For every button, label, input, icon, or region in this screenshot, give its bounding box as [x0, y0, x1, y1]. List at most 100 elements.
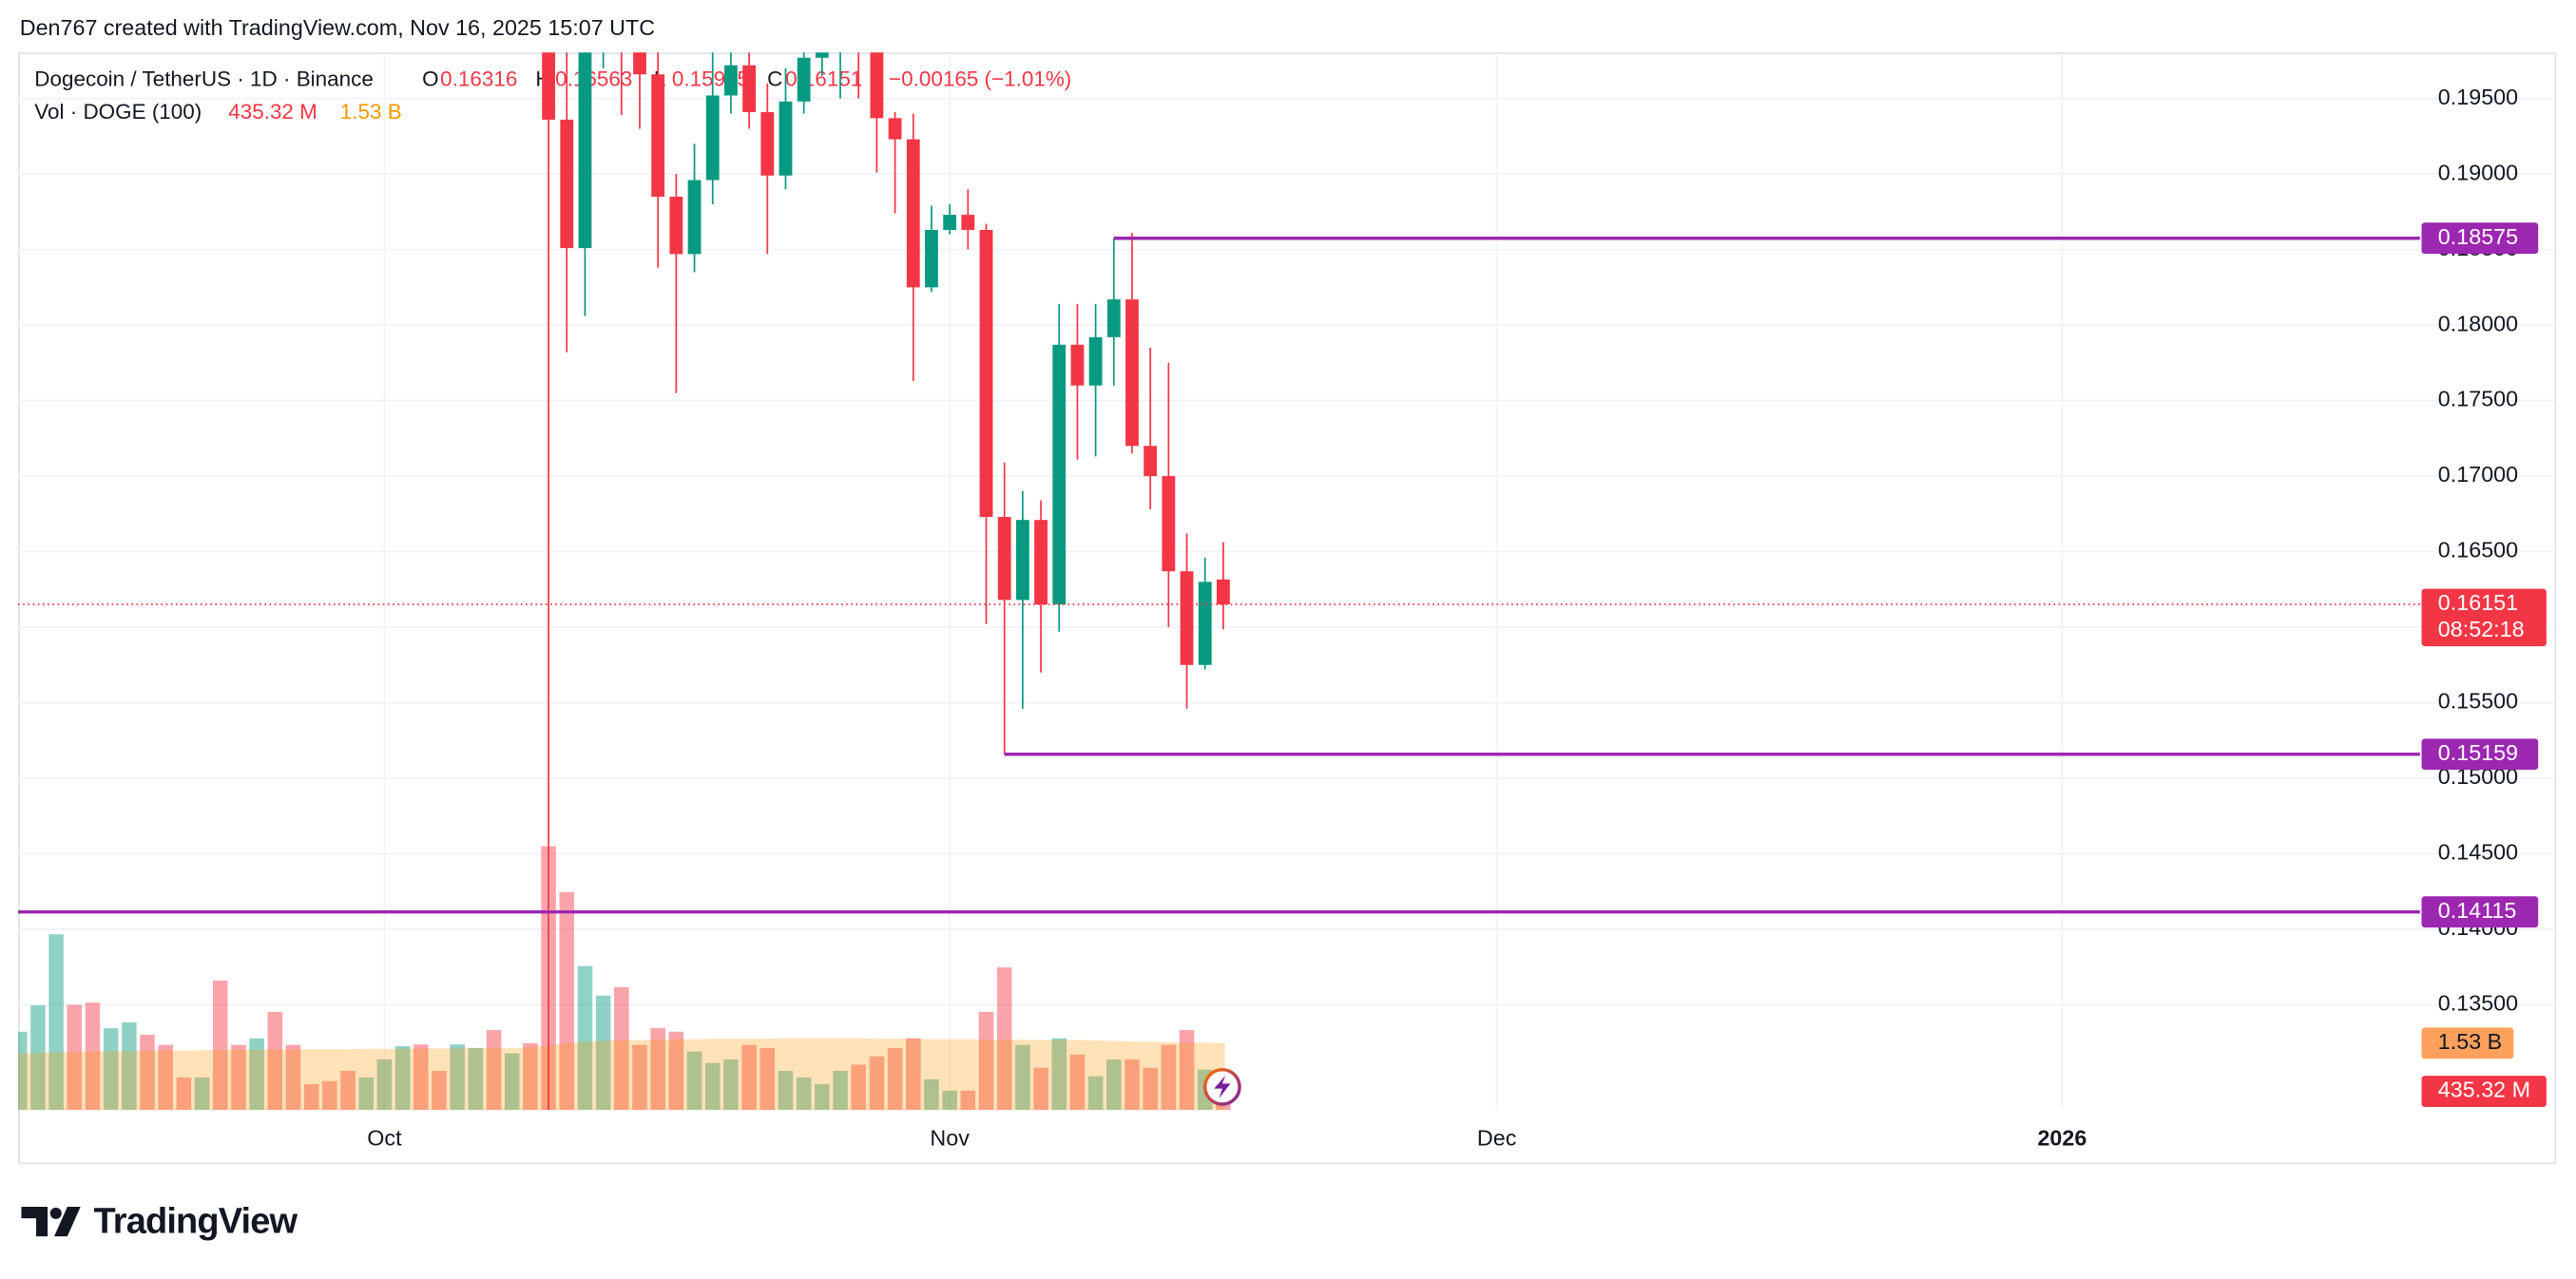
volume-bar	[468, 1047, 484, 1111]
footer-logo: TradingView	[21, 1201, 298, 1241]
candle-body	[742, 65, 757, 112]
x-tick-label: 2026	[2037, 1125, 2086, 1150]
volume-bar	[413, 1044, 429, 1111]
replay-icon[interactable]	[1202, 1067, 1241, 1106]
volume-bar	[996, 967, 1012, 1111]
volume-bar	[741, 1044, 757, 1111]
level-label-box	[2421, 738, 2539, 771]
axes: 0.135000.140000.145000.150000.155000.160…	[367, 85, 2547, 1150]
volume-bar	[322, 1080, 337, 1111]
y-tick-label: 0.18000	[2438, 311, 2518, 335]
candle-body	[651, 74, 665, 197]
volume-bar	[1015, 1044, 1030, 1111]
y-tick-label: 0.17500	[2438, 387, 2518, 411]
y-tick-label: 0.15500	[2438, 689, 2518, 714]
volume-bar	[504, 1053, 520, 1111]
candle-body	[1162, 476, 1176, 572]
volume-bar	[140, 1034, 155, 1111]
legend-ohlc-value: 0.16563	[555, 67, 632, 91]
candle-body	[1052, 344, 1067, 605]
level-label-box	[2421, 896, 2539, 928]
y-tick-label: 0.19000	[2438, 160, 2518, 184]
volume-bar	[194, 1077, 210, 1111]
candle-body	[1034, 520, 1048, 605]
volume-ma-label: 1.53 B	[2438, 1029, 2502, 1054]
price-lines	[18, 236, 2420, 914]
volume-bar	[376, 1059, 393, 1111]
volume-bar	[778, 1070, 794, 1111]
candle-body	[1125, 299, 1139, 447]
volume-bar	[30, 1004, 46, 1111]
volume-bar	[394, 1046, 411, 1111]
volume-bar	[285, 1044, 301, 1111]
candle-body	[705, 95, 720, 181]
x-tick-label: Nov	[930, 1125, 970, 1150]
candle-body	[888, 118, 902, 140]
volume-bar	[668, 1031, 684, 1111]
volume-bar	[887, 1047, 903, 1111]
level-label: 0.14115	[2438, 898, 2517, 923]
candle-body	[779, 101, 793, 176]
volume-bar	[851, 1064, 866, 1111]
volume-ma-area	[18, 1038, 1225, 1111]
candle-body	[1015, 520, 1029, 601]
volume-bar	[704, 1062, 721, 1111]
volume-bar	[48, 934, 64, 1111]
volume-bar	[960, 1090, 976, 1111]
candle-body	[1180, 571, 1194, 665]
candle-body	[760, 111, 775, 176]
volume-bar	[1179, 1029, 1195, 1111]
level-label-box	[2421, 222, 2539, 255]
volume-bar	[1051, 1038, 1067, 1111]
legend-title: Dogecoin / TetherUS · 1D · Binance	[34, 67, 374, 91]
volume-bar	[559, 891, 575, 1111]
volume-value-box	[2421, 1076, 2547, 1107]
legend-ohlc-value: 0.15985	[672, 67, 749, 91]
volume-bar	[650, 1028, 665, 1111]
volume-bar	[577, 965, 593, 1111]
volume-bar	[1143, 1067, 1158, 1111]
candle-body	[1070, 344, 1085, 386]
volume-bar	[122, 1021, 137, 1111]
level-label: 0.18575	[2438, 224, 2518, 249]
footer-logo-text: TradingView	[94, 1201, 298, 1241]
volume-bar	[978, 1011, 994, 1111]
x-tick-label: Dec	[1477, 1125, 1517, 1150]
legend-volume-ma: 1.53 B	[340, 100, 402, 124]
volume-bar	[67, 1004, 83, 1111]
legend-volume-name: Vol · DOGE (100)	[34, 100, 202, 124]
legend-volume-value: 435.32 M	[228, 100, 317, 124]
candle-body	[997, 516, 1011, 601]
volume-bar	[632, 1044, 647, 1111]
volume-bar	[942, 1090, 957, 1111]
legend-change: −0.00165 (−1.01%)	[889, 67, 1071, 91]
candle-body	[633, 52, 646, 75]
volume-value-label: 435.32 M	[2438, 1078, 2530, 1102]
volume-bar	[486, 1029, 502, 1111]
volume-bar	[1161, 1044, 1177, 1111]
volume-bar	[231, 1044, 246, 1111]
volume-bar	[18, 1031, 28, 1111]
volume-bar	[1125, 1059, 1140, 1111]
volume-bar	[686, 1051, 702, 1111]
volume-pane	[18, 846, 1231, 1111]
candle-body	[961, 215, 975, 230]
y-tick-label: 0.19500	[2438, 85, 2518, 109]
y-tick-label: 0.14500	[2438, 840, 2518, 865]
level-label: 0.15159	[2438, 740, 2518, 765]
volume-bar	[1106, 1059, 1122, 1111]
legend-ohlc-value: 0.16151	[785, 67, 862, 91]
candle-body	[1198, 582, 1212, 665]
volume-ma-box	[2421, 1027, 2514, 1059]
volume-bar	[358, 1077, 375, 1111]
candle-body	[870, 52, 884, 119]
volume-bar	[614, 986, 629, 1111]
candle-body	[815, 52, 829, 58]
y-tick-label: 0.13500	[2438, 991, 2518, 1016]
last-price-label: 0.16151	[2438, 590, 2518, 615]
volume-bar	[905, 1038, 921, 1111]
volume-bar	[1087, 1076, 1104, 1111]
